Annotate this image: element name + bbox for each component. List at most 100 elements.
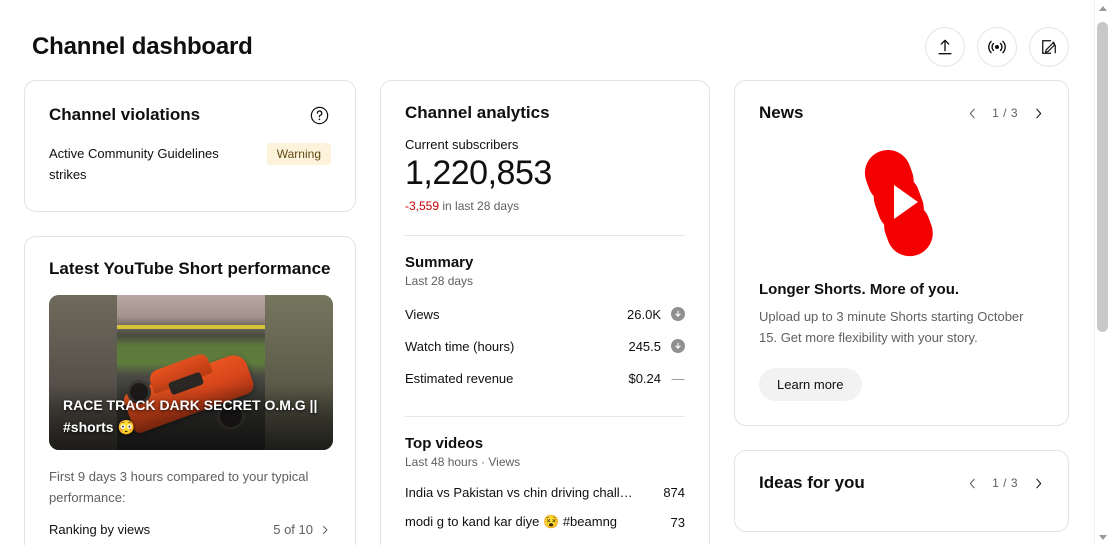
current-subscribers-label: Current subscribers [405, 137, 519, 152]
ideas-for-you-card: Ideas for you 1 / 3 [734, 450, 1069, 532]
channel-violations-card: Channel violations Active Community Guid… [24, 80, 356, 212]
video-title[interactable]: modi g to kand kar diye 😵 #beamng [405, 514, 618, 529]
metric-label: Views [405, 306, 440, 322]
chevron-right-icon [1035, 478, 1041, 488]
subscribers-delta: -3,559 in last 28 days [405, 199, 685, 213]
news-page-indicator: 1 / 3 [992, 106, 1018, 120]
header-actions [925, 27, 1069, 67]
page-title: Channel dashboard [32, 33, 253, 60]
upload-icon [938, 39, 952, 55]
summary-header: Summary Last 28 days [381, 236, 709, 288]
chevron-left-icon [969, 108, 975, 118]
status-badge: Warning [266, 143, 331, 165]
current-subscribers-value: 1,220,853 [405, 154, 552, 192]
trend-down-icon [671, 339, 686, 353]
news-pager: 1 / 3 [962, 103, 1048, 123]
go-live-button[interactable] [977, 27, 1017, 67]
divider-summary [405, 235, 686, 236]
ideas-header: Ideas for you 1 / 3 [735, 451, 1068, 493]
short-video-title: RACE TRACK DARK SECRET O.M.G || #shorts … [49, 384, 333, 450]
violations-description: Active Community Guidelines strikes [49, 146, 219, 182]
page-header: Channel dashboard [0, 0, 1093, 72]
short-thumbnail-wrap: RACE TRACK DARK SECRET O.M.G || #shorts … [25, 279, 355, 450]
video-views: 73 [670, 514, 686, 530]
news-headline: Longer Shorts. More of you. [759, 281, 960, 298]
table-row[interactable]: India vs Pakistan vs chin driving challe… [405, 477, 685, 507]
video-title[interactable]: India vs Pakistan vs chin driving challe… [405, 484, 637, 500]
help-circle-icon[interactable] [307, 103, 331, 127]
news-body: Longer Shorts. More of you. Upload up to… [735, 281, 1068, 425]
column-middle: Channel analytics Current subscribers 1,… [380, 80, 711, 545]
channel-analytics-title: Channel analytics [405, 103, 550, 122]
latest-short-performance-card: Latest YouTube Short performance [24, 236, 356, 545]
youtube-shorts-logo [864, 150, 933, 257]
learn-more-button[interactable]: Learn more [759, 368, 862, 401]
top-videos-header: Top videos Last 48 hours · Views [381, 417, 709, 469]
metric-label: Watch time (hours) [405, 338, 515, 354]
track-barrier [117, 325, 265, 329]
divider-top-videos [405, 416, 686, 417]
metric-row: Watch time (hours) 245.5 [405, 330, 686, 362]
metric-value-group: $0.24 — [628, 371, 685, 386]
trend-flat-icon: — [671, 370, 685, 386]
table-row[interactable]: modi g to kand kar diye 😵 #beamng 73 [405, 507, 685, 537]
news-media [735, 123, 1068, 281]
upload-video-button[interactable] [925, 27, 965, 67]
ideas-next-button[interactable] [1028, 473, 1048, 493]
ranking-label: Ranking by views [49, 522, 151, 537]
video-views: 874 [663, 484, 686, 500]
table-row[interactable]: सड़क पर दौड़ता हुआ ट्रक देखा 41 [405, 537, 685, 545]
news-header: News 1 / 3 [735, 81, 1068, 123]
news-prev-button[interactable] [962, 103, 982, 123]
short-performance-note: First 9 days 3 hours compared to your ty… [49, 469, 309, 505]
metric-value: 26.0K [627, 306, 662, 322]
broadcast-icon [988, 40, 1006, 54]
column-right: News 1 / 3 [734, 80, 1069, 532]
metric-value-group: 26.0K [627, 306, 686, 322]
scrollbar-thumb[interactable] [1097, 22, 1108, 332]
column-left: Channel violations Active Community Guid… [24, 80, 356, 545]
analytics-header: Channel analytics Current subscribers 1,… [381, 81, 709, 213]
metric-value-group: 245.5 [628, 338, 686, 354]
ideas-for-you-title: Ideas for you [759, 473, 865, 492]
ranking-row[interactable]: Ranking by views 5 of 10 [25, 508, 355, 545]
ranking-value-group: 5 of 10 [273, 522, 331, 537]
channel-violations-body: Active Community Guidelines strikes Warn… [25, 127, 355, 211]
metric-value: $0.24 [628, 370, 662, 386]
chevron-right-icon [323, 525, 328, 534]
ideas-page-indicator: 1 / 3 [992, 476, 1018, 490]
pencil-square-icon [1042, 40, 1056, 54]
vertical-scrollbar[interactable] [1094, 0, 1109, 545]
scroll-down-arrow-icon[interactable] [1095, 529, 1109, 545]
short-performance-title: Latest YouTube Short performance [49, 259, 331, 278]
news-title: News [759, 103, 804, 122]
chevron-right-icon [1035, 108, 1041, 118]
chevron-left-icon [969, 478, 975, 488]
news-card: News 1 / 3 [734, 80, 1069, 426]
ranking-value: 5 of 10 [273, 522, 313, 537]
subscribers-delta-period: in last 28 days [439, 199, 520, 213]
short-thumbnail[interactable]: RACE TRACK DARK SECRET O.M.G || #shorts … [49, 295, 333, 450]
metric-label: Estimated revenue [405, 370, 514, 386]
trend-down-icon [671, 307, 686, 321]
summary-title: Summary [405, 254, 474, 271]
summary-metrics: Views 26.0K Watch time (hours) [381, 288, 709, 394]
top-videos-subtitle: Last 48 hours · Views [405, 455, 521, 469]
ideas-pager: 1 / 3 [962, 473, 1048, 493]
channel-violations-title: Channel violations [49, 105, 201, 124]
metric-row: Estimated revenue $0.24 — [405, 362, 685, 394]
subscribers-delta-value: -3,559 [405, 199, 440, 213]
dashboard-columns: Channel violations Active Community Guid… [0, 72, 1093, 545]
create-post-button[interactable] [1029, 27, 1069, 67]
news-next-button[interactable] [1028, 103, 1048, 123]
ideas-prev-button[interactable] [962, 473, 982, 493]
top-videos-title: Top videos [405, 435, 484, 452]
metric-value: 245.5 [628, 338, 662, 354]
metric-row: Views 26.0K [405, 298, 686, 330]
summary-subtitle: Last 28 days [405, 274, 474, 288]
scroll-up-arrow-icon[interactable] [1095, 0, 1109, 16]
top-videos-list: India vs Pakistan vs chin driving challe… [381, 469, 709, 545]
channel-analytics-card: Channel analytics Current subscribers 1,… [380, 80, 711, 545]
